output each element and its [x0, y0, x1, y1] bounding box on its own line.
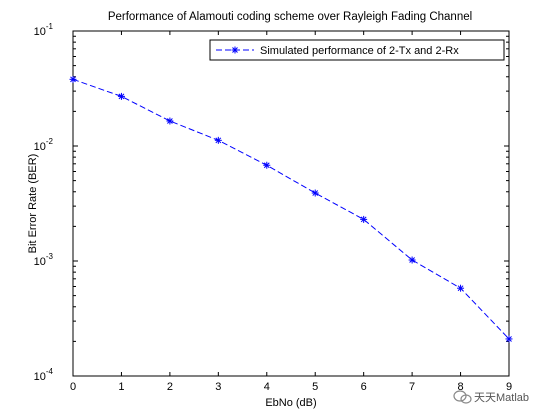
x-tick-label: 1 [118, 381, 124, 393]
data-point [457, 284, 465, 292]
x-tick-label: 9 [506, 381, 512, 393]
x-tick-label: 8 [457, 381, 463, 393]
data-point [408, 256, 416, 264]
series-layer [69, 75, 513, 343]
x-tick-label: 2 [167, 381, 173, 393]
x-axis-ticks: 0 1 2 3 4 5 6 7 8 9 [70, 31, 512, 393]
data-point [117, 92, 125, 100]
x-axis-label: EbNo (dB) [265, 397, 316, 409]
wechat-icon [453, 390, 472, 404]
x-tick-label: 5 [312, 381, 318, 393]
watermark-text: 天天Matlab [474, 392, 529, 404]
x-tick-label: 7 [409, 381, 415, 393]
plot-area [72, 30, 510, 377]
chart-title: Performance of Alamouti coding scheme ov… [108, 11, 472, 23]
legend-asterisk [231, 46, 239, 54]
y-axis-ticks: 10-4 10-3 10-2 10-1 [34, 22, 509, 383]
legend: Simulated performance of 2-Tx and 2-Rx [209, 39, 505, 61]
data-point [360, 215, 368, 223]
data-point [505, 335, 513, 343]
y-tick-label: 10-4 [34, 367, 54, 383]
y-tick-label: 10-1 [34, 22, 54, 38]
y-axis-label: Bit Error Rate (BER) [27, 154, 39, 254]
data-point [311, 189, 319, 197]
legend-box [209, 39, 505, 61]
y-tick-label: 10-2 [34, 137, 54, 153]
y-tick-label: 10-3 [34, 252, 54, 268]
data-point [214, 136, 222, 144]
watermark: 天天Matlab [453, 390, 529, 404]
x-tick-label: 0 [70, 381, 76, 393]
x-tick-label: 4 [264, 381, 270, 393]
data-point [263, 161, 271, 169]
legend-entry-label: Simulated performance of 2-Tx and 2-Rx [260, 45, 459, 57]
legend-marker [231, 46, 239, 54]
data-point [69, 75, 77, 83]
x-tick-label: 3 [215, 381, 221, 393]
data-point [166, 117, 174, 125]
x-tick-label: 6 [361, 381, 367, 393]
series-line [72, 78, 510, 340]
